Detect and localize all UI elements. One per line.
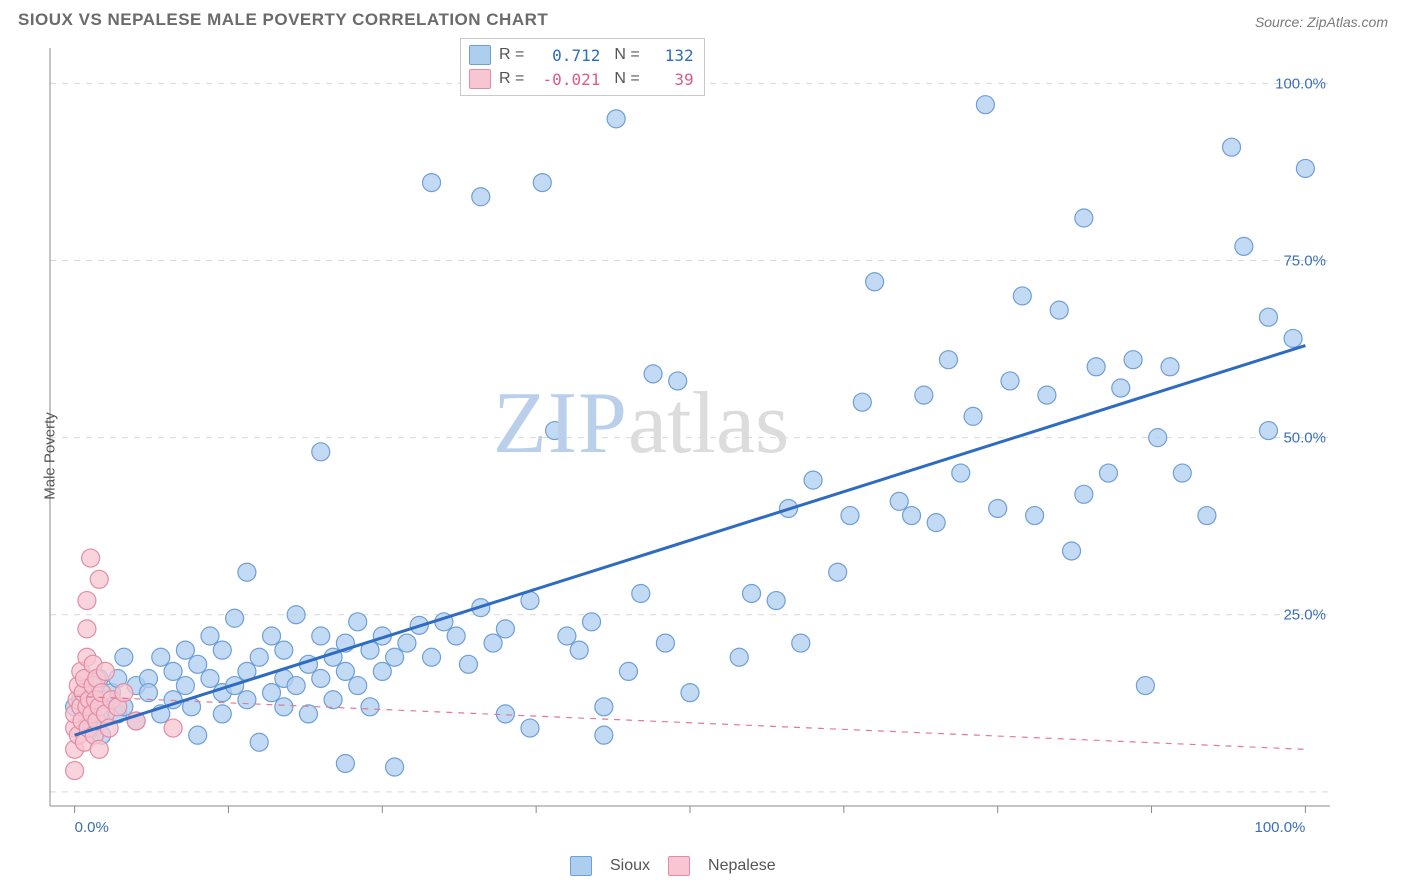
stat-r-label: R = bbox=[499, 46, 524, 64]
swatch-nepalese bbox=[469, 69, 491, 89]
legend-label-sioux: Sioux bbox=[610, 857, 650, 875]
stat-n-value-nepalese: 39 bbox=[648, 70, 694, 89]
svg-text:100.0%: 100.0% bbox=[1255, 819, 1306, 836]
swatch-sioux bbox=[570, 856, 592, 876]
stats-row-sioux: R = 0.712 N = 132 bbox=[469, 43, 694, 67]
svg-text:0.0%: 0.0% bbox=[75, 819, 109, 836]
scatter-chart: 25.0% 50.0% 75.0% 100.0% 0.0% 100.0% bbox=[0, 36, 1366, 872]
stat-r-value-sioux: 0.712 bbox=[532, 46, 600, 65]
stat-n-label: N = bbox=[614, 46, 639, 64]
swatch-nepalese bbox=[668, 856, 690, 876]
stats-row-nepalese: R = -0.021 N = 39 bbox=[469, 67, 694, 91]
stat-n-value-sioux: 132 bbox=[648, 46, 694, 65]
svg-text:75.0%: 75.0% bbox=[1283, 253, 1326, 270]
svg-text:100.0%: 100.0% bbox=[1275, 75, 1326, 92]
swatch-sioux bbox=[469, 45, 491, 65]
chart-container: Male Poverty 25.0% 50.0% 75.0% 100.0% 0.0% 10… bbox=[0, 36, 1406, 876]
stat-r-label: R = bbox=[499, 70, 524, 88]
stats-legend: R = 0.712 N = 132 R = -0.021 N = 39 bbox=[460, 38, 705, 96]
y-axis-label: Male Poverty bbox=[41, 412, 58, 500]
chart-title: SIOUX VS NEPALESE MALE POVERTY CORRELATI… bbox=[18, 10, 548, 30]
svg-text:25.0%: 25.0% bbox=[1283, 607, 1326, 624]
series-legend: Sioux Nepalese bbox=[570, 856, 776, 876]
stat-r-value-nepalese: -0.021 bbox=[532, 70, 600, 89]
stat-n-label: N = bbox=[614, 70, 639, 88]
svg-text:50.0%: 50.0% bbox=[1283, 430, 1326, 447]
legend-label-nepalese: Nepalese bbox=[708, 857, 776, 875]
source-attribution: Source: ZipAtlas.com bbox=[1255, 14, 1388, 30]
